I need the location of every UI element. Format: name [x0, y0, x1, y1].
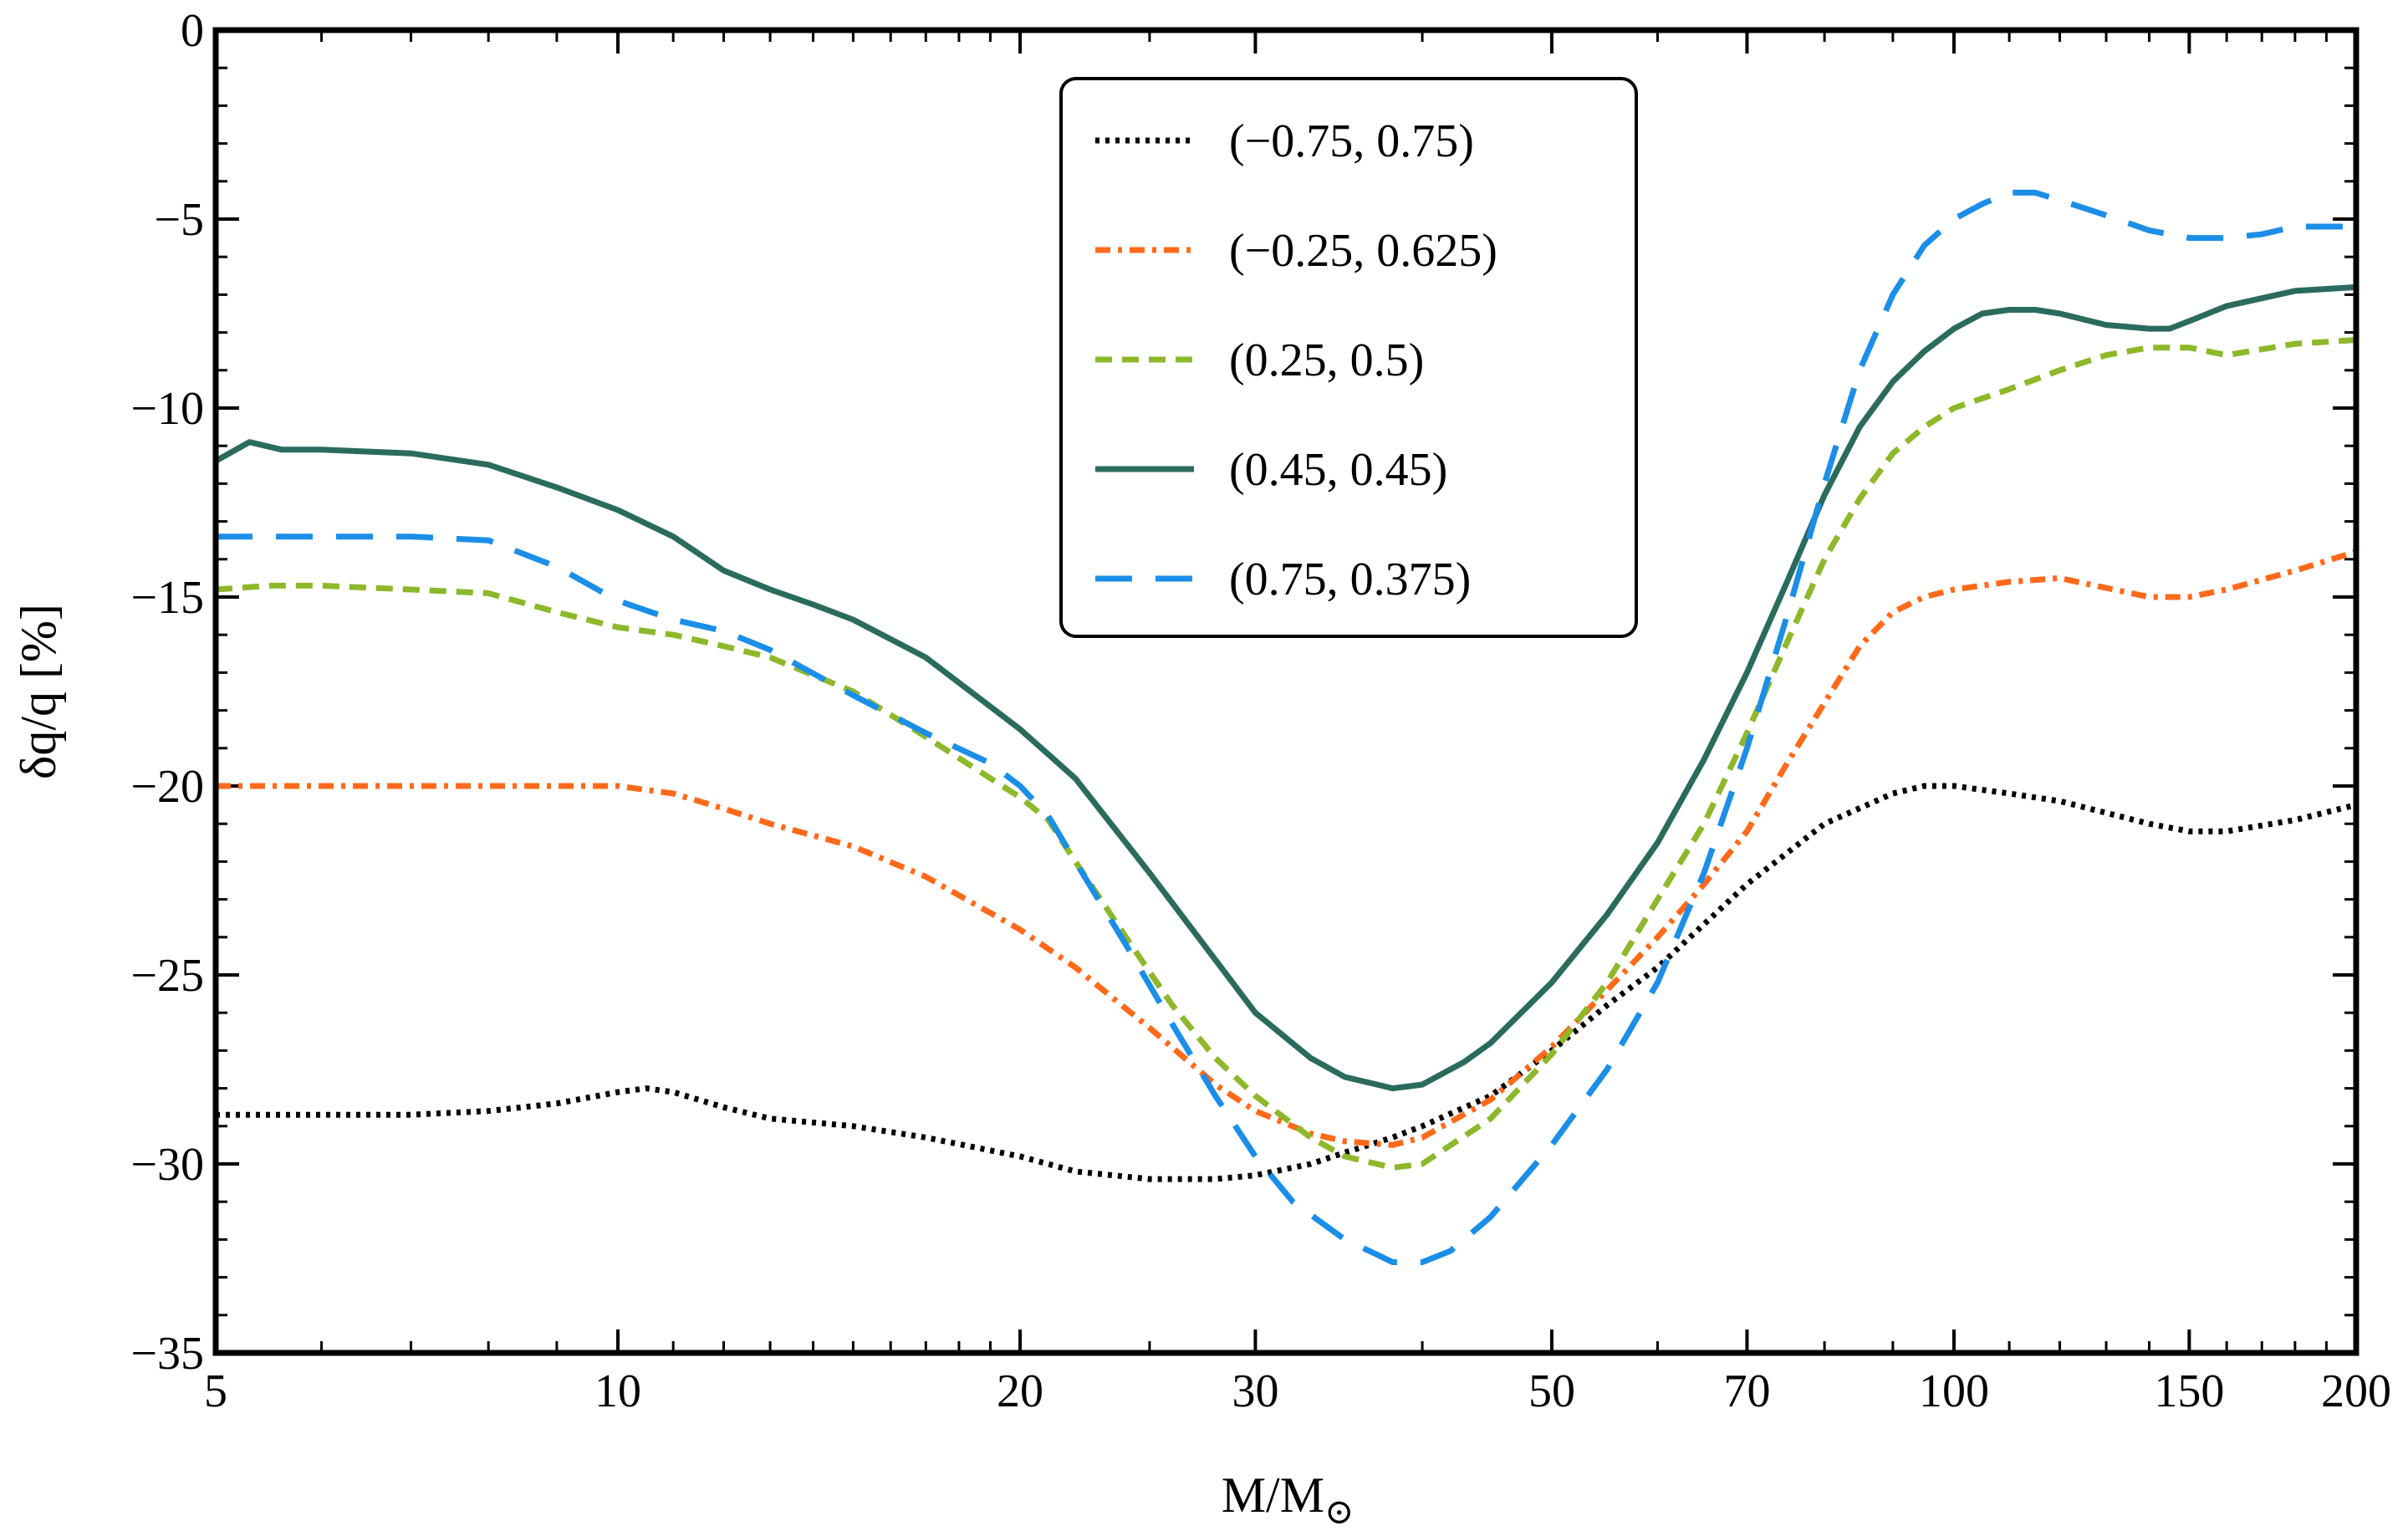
tick-labels-layer: 0 −5 −10 −15 −20 −25 −30 −355 10 20 30 50 70 100 150 20…	[130, 5, 2391, 1417]
legend-box	[1059, 77, 1638, 638]
series-line-2	[216, 549, 2358, 1148]
y-tick-label: 0	[181, 5, 204, 57]
x-tick-label: 200	[2321, 1365, 2391, 1417]
y-tick-label: −25	[130, 950, 204, 1002]
series-line-1	[216, 783, 2357, 1182]
plot-frame	[212, 27, 2360, 1356]
x-axis-title: M/M⊙	[1222, 1467, 1354, 1531]
x-tick-label: 20	[997, 1365, 1043, 1417]
legend-label-1: (−0.75, 0.75)	[1229, 115, 1474, 167]
x-tick-label: 50	[1528, 1365, 1575, 1417]
series-line-3	[215, 337, 2357, 1171]
x-tick-label: 10	[594, 1365, 641, 1417]
y-axis-title: δq/q [%]	[11, 604, 66, 779]
x-tick-label: 100	[1919, 1365, 1989, 1417]
x-tick-label: 5	[204, 1365, 227, 1417]
x-axis-title-main: M/M	[1222, 1467, 1324, 1523]
legend: (−0.75, 0.75) (−0.25, 0.625) (0.25, 0.5) (0…	[1059, 77, 1638, 638]
y-tick-label: −5	[154, 194, 204, 246]
y-tick-label: −35	[130, 1328, 204, 1380]
x-tick-label: 70	[1723, 1365, 1770, 1417]
y-tick-label: −10	[130, 383, 204, 435]
x-axis-title-sub: ⊙	[1324, 1493, 1354, 1531]
series-line-4	[214, 283, 2357, 1092]
legend-label-2: (−0.25, 0.625)	[1229, 225, 1497, 277]
legend-label-5: (0.75, 0.375)	[1229, 554, 1471, 605]
series-layer	[214, 189, 2358, 1265]
x-tick-label: 30	[1232, 1365, 1278, 1417]
legend-label-3: (0.25, 0.5)	[1229, 334, 1424, 386]
y-tick-label: −30	[130, 1139, 204, 1191]
series-line-5	[216, 189, 2356, 1265]
legend-label-4: (0.45, 0.45)	[1229, 444, 1447, 496]
x-tick-label: 150	[2154, 1365, 2224, 1417]
y-tick-label: −20	[130, 761, 204, 813]
y-tick-label: −15	[130, 572, 204, 624]
